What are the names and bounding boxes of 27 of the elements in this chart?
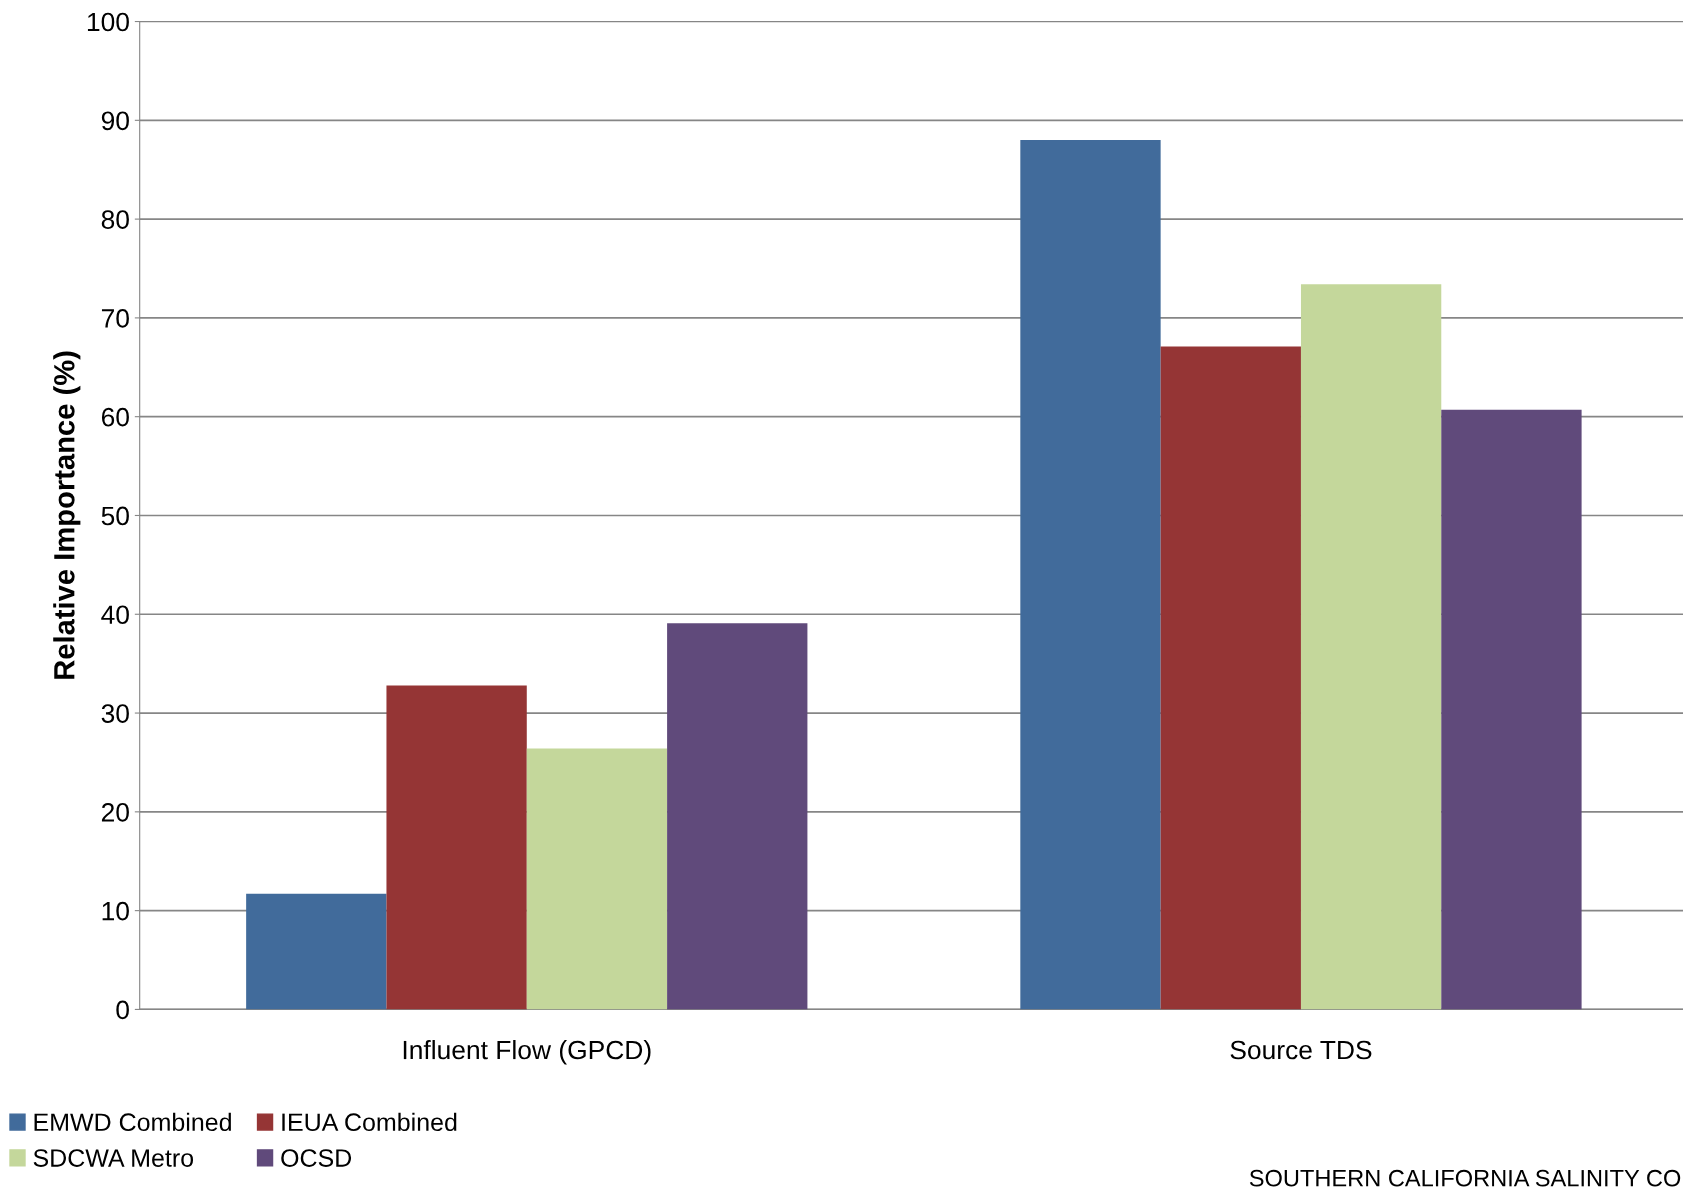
y-tick-label: 40 bbox=[101, 605, 129, 625]
bar bbox=[1160, 346, 1301, 1010]
x-tick-label: Source TDS bbox=[1230, 1040, 1372, 1060]
y-axis-title: Relative Importance (%) bbox=[53, 351, 81, 679]
y-tick-label: 60 bbox=[101, 407, 129, 427]
bar bbox=[526, 748, 668, 1010]
y-tick-label: 20 bbox=[101, 802, 129, 822]
bar bbox=[246, 893, 387, 1010]
bar bbox=[386, 685, 527, 1010]
bar bbox=[1441, 409, 1582, 1010]
y-tick-label: 50 bbox=[101, 506, 129, 526]
bar bbox=[667, 623, 808, 1010]
y-tick-label: 90 bbox=[101, 111, 129, 131]
y-tick-label: 10 bbox=[102, 901, 129, 921]
y-tick-label: 0 bbox=[116, 1000, 129, 1020]
legend-label: SDCWA Metro bbox=[33, 1149, 194, 1167]
y-tick-label: 100 bbox=[87, 12, 129, 32]
y-tick-label: 30 bbox=[101, 704, 129, 723]
y-tick-label: 70 bbox=[101, 309, 129, 328]
legend-label: EMWD Combined bbox=[34, 1112, 231, 1132]
bar bbox=[1020, 140, 1161, 1010]
x-tick-label: Influent Flow (GPCD) bbox=[403, 1039, 651, 1065]
text: SOUTHERN CALIFORNIA SALINITY CO bbox=[1249, 1169, 1681, 1187]
legend-label: IEUA Combined bbox=[282, 1112, 457, 1132]
legend-label: OCSD bbox=[281, 1149, 352, 1167]
bar bbox=[1300, 284, 1442, 1010]
y-tick-label: 80 bbox=[101, 210, 129, 229]
